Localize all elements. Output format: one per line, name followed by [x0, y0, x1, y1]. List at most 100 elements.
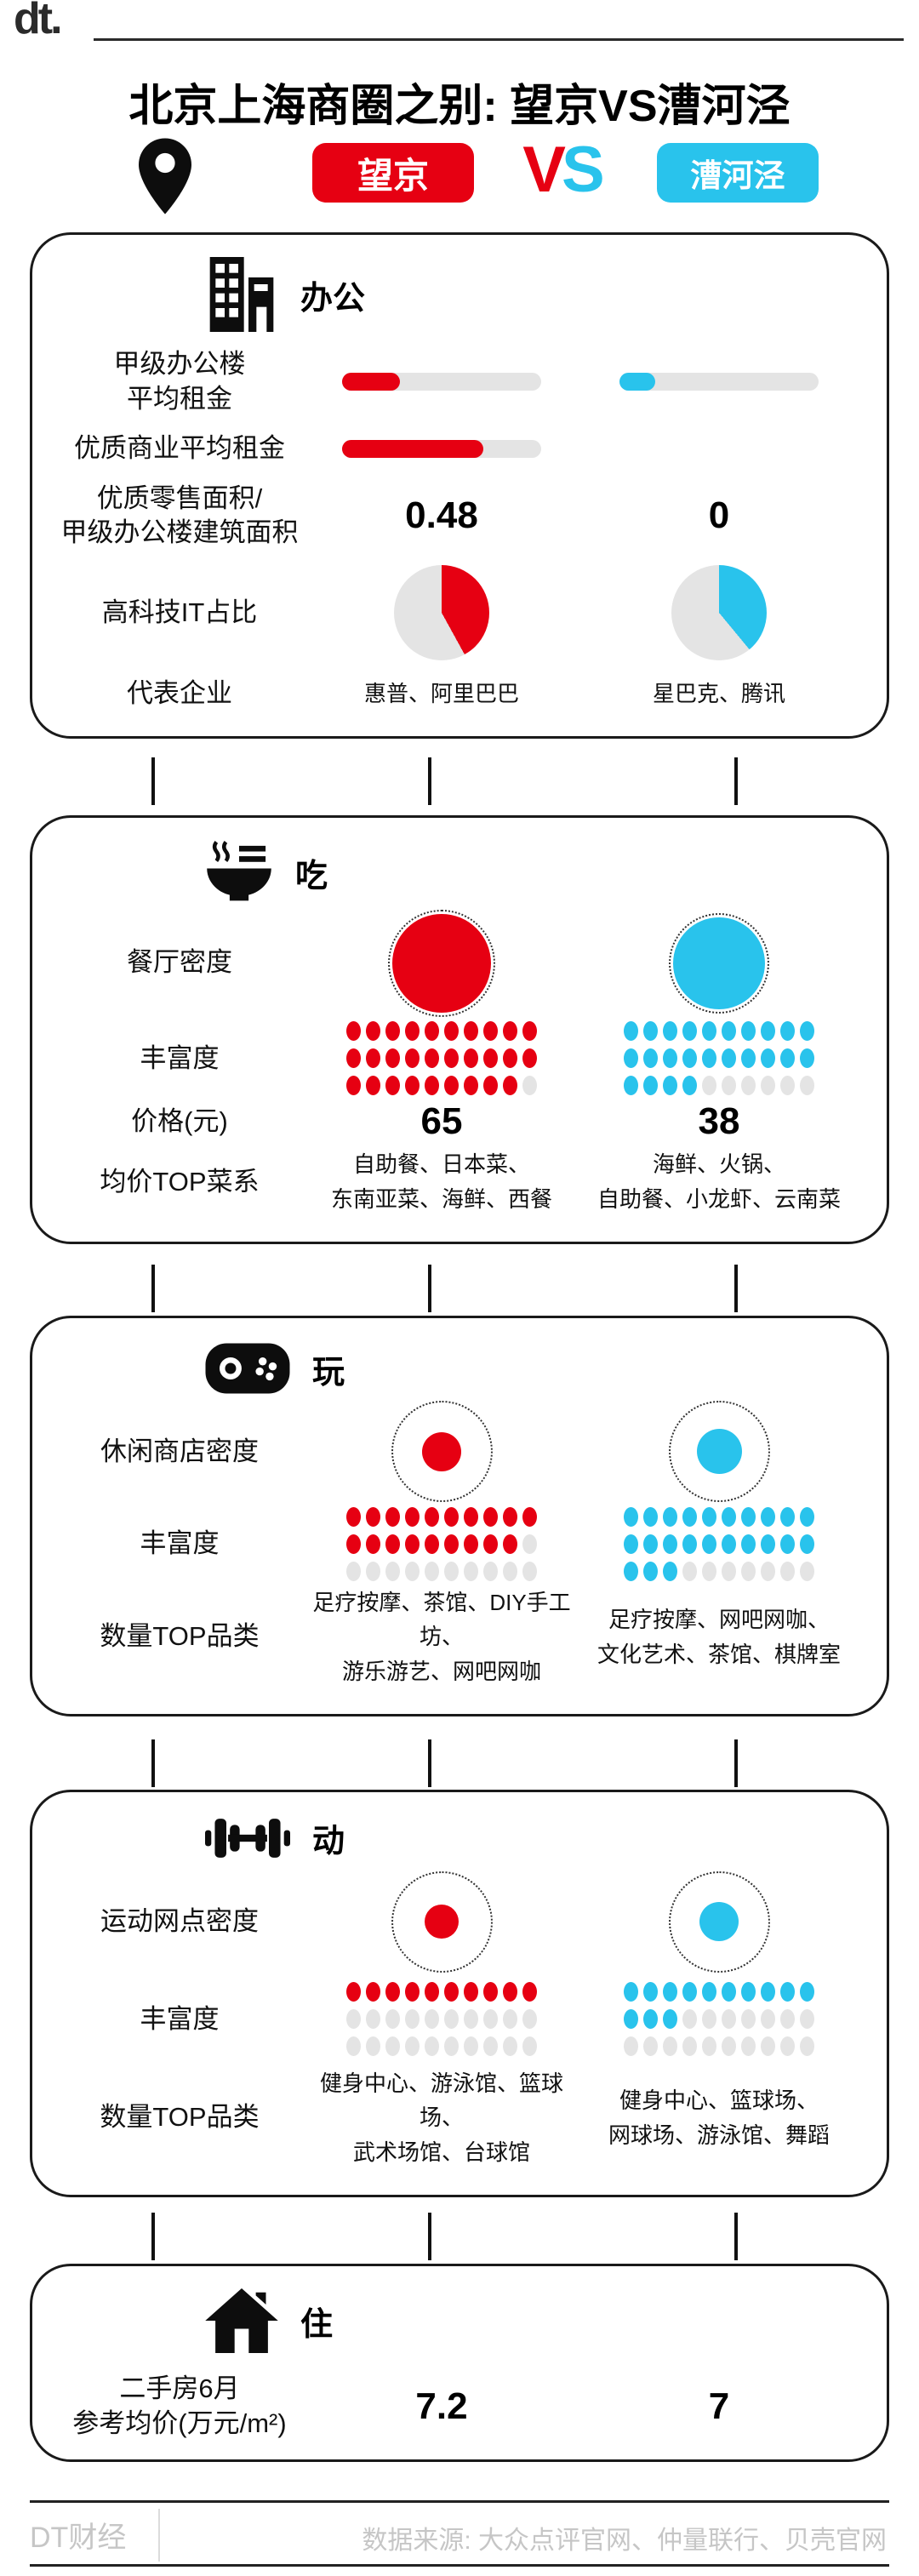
row-companies: 代表企业 惠普、阿里巴巴 星巴克、腾讯: [56, 677, 858, 711]
variety-dot: [643, 1021, 658, 1042]
row-label: 甲级办公楼 平均租金: [113, 349, 246, 414]
variety-dot: [663, 1048, 677, 1069]
variety-dot: [464, 1534, 478, 1554]
variety-dot: [405, 1021, 420, 1042]
section-label-office: 办公: [300, 280, 366, 317]
variety-dot: [702, 2036, 716, 2057]
variety-dot: [624, 2036, 638, 2057]
wangjing-play-variety-dots: [303, 1506, 580, 1581]
tick-mark: [428, 1739, 431, 1787]
card-home: 住 二手房6月 参考均价(万元/m²) 7.2 7: [30, 2264, 889, 2462]
row-top-cuisines: 均价TOP菜系 自助餐、日本菜、 东南亚菜、海鲜、西餐 海鲜、火锅、 自助餐、小…: [56, 1147, 858, 1216]
variety-dot: [522, 2009, 537, 2030]
variety-dot: [702, 1534, 716, 1554]
versus-row: 望京 VS 漕河泾: [0, 134, 919, 218]
variety-dot: [702, 2009, 716, 2030]
variety-dot: [761, 1982, 775, 2002]
caohejing-play-variety-dots: [580, 1506, 858, 1581]
row-it-share: 高科技IT占比: [56, 565, 858, 661]
variety-dot: [780, 1048, 795, 1069]
vs-s: S: [562, 134, 605, 206]
variety-dot: [405, 1048, 420, 1069]
footer-rule-top: [30, 2500, 889, 2503]
variety-dot: [722, 2009, 736, 2030]
variety-dot: [444, 2009, 459, 2030]
variety-dot: [780, 1506, 795, 1527]
variety-dot: [800, 1048, 814, 1069]
card-office: 办公 甲级办公楼 平均租金 优质商业平均租金 优质零售面积/ 甲级办公楼建筑面积…: [30, 232, 889, 739]
variety-dot: [682, 1561, 697, 1581]
variety-dot: [483, 1534, 498, 1554]
variety-dot: [722, 2036, 736, 2057]
card-separator: [30, 1265, 889, 1312]
row-label: 餐厅密度: [127, 947, 232, 978]
variety-dot: [624, 1534, 638, 1554]
row-label: 优质商业平均租金: [74, 433, 285, 464]
variety-dot: [522, 1021, 537, 1042]
wangjing-top-cuisines: 自助餐、日本菜、 东南亚菜、海鲜、西餐: [330, 1151, 552, 1212]
tick-mark: [734, 1739, 738, 1787]
variety-dot: [682, 1076, 697, 1096]
variety-dot: [425, 2009, 439, 2030]
variety-dot: [624, 1561, 638, 1581]
variety-dot: [741, 1506, 756, 1527]
variety-dot: [366, 1021, 380, 1042]
variety-dot: [702, 1982, 716, 2002]
tick-mark: [151, 757, 155, 805]
variety-dot: [643, 1048, 658, 1069]
variety-dot: [741, 1048, 756, 1069]
row-retail-rent: 优质商业平均租金: [56, 431, 858, 466]
variety-dot: [366, 1534, 380, 1554]
variety-dot: [346, 1048, 361, 1069]
footer-brand: DT财经: [30, 2522, 127, 2554]
variety-dot: [780, 1534, 795, 1554]
variety-dot: [761, 1506, 775, 1527]
variety-dot: [741, 2009, 756, 2030]
variety-dot: [522, 2036, 537, 2057]
caohejing-restaurant-density-circle: [580, 912, 858, 1014]
variety-dot: [444, 1048, 459, 1069]
variety-dot: [682, 1534, 697, 1554]
card-play: 玩 休闲商店密度 丰富度 数量TOP品类 足疗按摩、茶馆、DIY手工坊、 游乐游…: [30, 1316, 889, 1716]
variety-dot: [682, 1982, 697, 2002]
variety-dot: [483, 1076, 498, 1096]
footer-data-source: 数据来源: 大众点评官网、仲量联行、贝壳官网: [362, 2527, 887, 2555]
variety-dot: [741, 1534, 756, 1554]
variety-dot: [800, 1506, 814, 1527]
variety-dot: [444, 2036, 459, 2057]
tick-mark: [151, 1265, 155, 1312]
variety-dot: [503, 1076, 517, 1096]
section-label-home: 住: [300, 2306, 334, 2343]
variety-dot: [800, 1076, 814, 1096]
variety-dot: [366, 1561, 380, 1581]
variety-dot: [425, 1048, 439, 1069]
row-sport-top-categories: 数量TOP品类 健身中心、游泳馆、篮球场、 武术场馆、台球馆 健身中心、篮球场、…: [56, 2066, 858, 2169]
variety-dot: [522, 1561, 537, 1581]
dumbbell-icon: [205, 1816, 290, 1860]
row-label: 运动网点密度: [100, 1906, 259, 1937]
variety-dot: [722, 1076, 736, 1096]
variety-dot: [366, 2036, 380, 2057]
rice-bowl-icon: [205, 840, 273, 905]
variety-dot: [444, 1021, 459, 1042]
variety-dot: [741, 2036, 756, 2057]
wangjing-office-rent-bar: [303, 373, 580, 391]
variety-dot: [643, 1076, 658, 1096]
tick-mark: [151, 2213, 155, 2260]
variety-dot: [503, 1534, 517, 1554]
variety-dot: [643, 2009, 658, 2030]
tick-mark: [151, 1739, 155, 1787]
tick-mark: [428, 1265, 431, 1312]
row-label: 丰富度: [140, 1528, 220, 1559]
variety-dot: [663, 2036, 677, 2057]
variety-dot: [800, 2036, 814, 2057]
row-sport-variety: 丰富度: [56, 1982, 858, 2057]
variety-dot: [444, 1076, 459, 1096]
wangjing-sport-variety-dots: [303, 1982, 580, 2057]
variety-dot: [444, 1534, 459, 1554]
variety-dot: [663, 1982, 677, 2002]
caohejing-home-price-value: 7: [708, 2385, 730, 2427]
caohejing-eat-variety-dots: [580, 1021, 858, 1096]
variety-dot: [682, 1021, 697, 1042]
variety-dot: [346, 2009, 361, 2030]
